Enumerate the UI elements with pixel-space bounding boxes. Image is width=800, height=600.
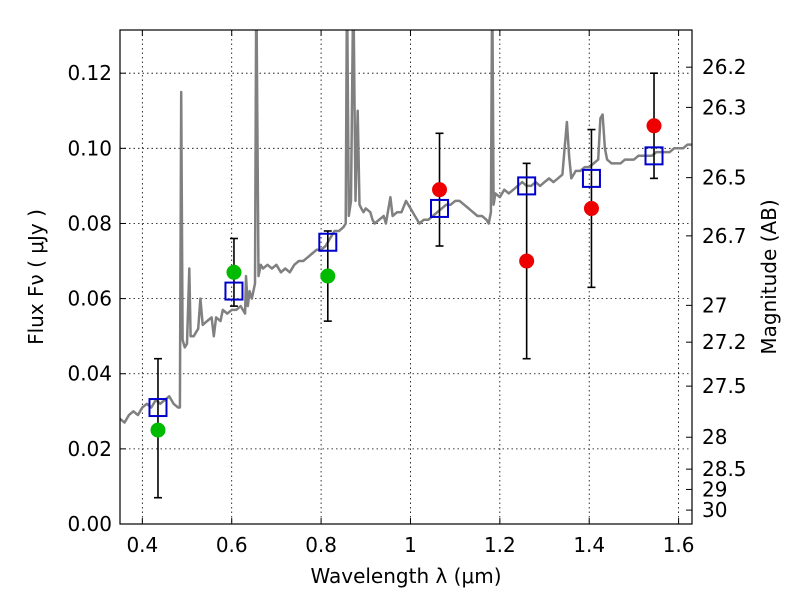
- model-square-point: [430, 198, 450, 218]
- y-tick-label: 0.06: [67, 287, 112, 311]
- model-square-point: [644, 146, 664, 166]
- red-data-point: [519, 253, 535, 269]
- green-data-point: [226, 264, 242, 280]
- y2-axis-title: Magnitude (AB): [757, 199, 781, 354]
- x-tick-label: 1.4: [573, 533, 605, 557]
- x-tick-label: 1.6: [663, 533, 695, 557]
- x-axis-title: Wavelength λ (μm): [310, 564, 501, 588]
- y-axis-title: Flux Fν ( μJy ): [24, 209, 48, 345]
- y2-tick-label: 26.7: [702, 224, 747, 248]
- y2-tick-label: 26.2: [702, 55, 747, 79]
- y2-tick-label: 29: [702, 477, 727, 501]
- model-square-point: [318, 232, 338, 252]
- x-tick-label: 0.8: [305, 533, 337, 557]
- points-layer: [148, 118, 664, 438]
- y-tick-label: 0.08: [67, 211, 112, 235]
- y-tick-label: 0.10: [67, 136, 112, 160]
- y-tick-label: 0.02: [67, 437, 112, 461]
- grid-layer: [120, 30, 692, 524]
- y2-tick-label: 27: [702, 293, 727, 317]
- model-square-point: [224, 281, 244, 301]
- red-data-point: [583, 200, 599, 216]
- model-square-point: [517, 176, 537, 196]
- tick-layer: 0.4 0.6 0.8 1 1.2 1.4 1.6 0.00 0.02 0.04 0.06 0.08 0…: [67, 30, 747, 557]
- y-tick-label: 0.04: [67, 362, 112, 386]
- model-square-point: [148, 398, 168, 418]
- errorbar-layer: [153, 72, 659, 499]
- y2-tick-label: 27.5: [702, 374, 747, 398]
- x-tick-label: 0.4: [126, 533, 158, 557]
- green-data-point: [320, 268, 336, 284]
- x-tick-label: 1.2: [484, 533, 516, 557]
- x-tick-label: 1: [404, 533, 417, 557]
- green-data-point: [150, 422, 166, 438]
- template-spectrum-layer: [120, 30, 692, 424]
- y-tick-label: 0.00: [67, 512, 112, 536]
- red-data-point: [432, 182, 448, 198]
- red-data-point: [646, 118, 662, 134]
- plot-frame: [119, 29, 693, 525]
- y2-tick-label: 30: [702, 498, 727, 522]
- x-tick-label: 0.6: [216, 533, 248, 557]
- y2-tick-label: 27.2: [702, 330, 747, 354]
- y2-tick-label: 28.5: [702, 457, 747, 481]
- y-tick-label: 0.12: [67, 61, 112, 85]
- y2-tick-label: 28: [702, 425, 727, 449]
- template-spectrum-line: [120, 30, 692, 424]
- model-square-point: [581, 168, 601, 188]
- y2-tick-label: 26.3: [702, 95, 747, 119]
- y2-tick-label: 26.5: [702, 166, 747, 190]
